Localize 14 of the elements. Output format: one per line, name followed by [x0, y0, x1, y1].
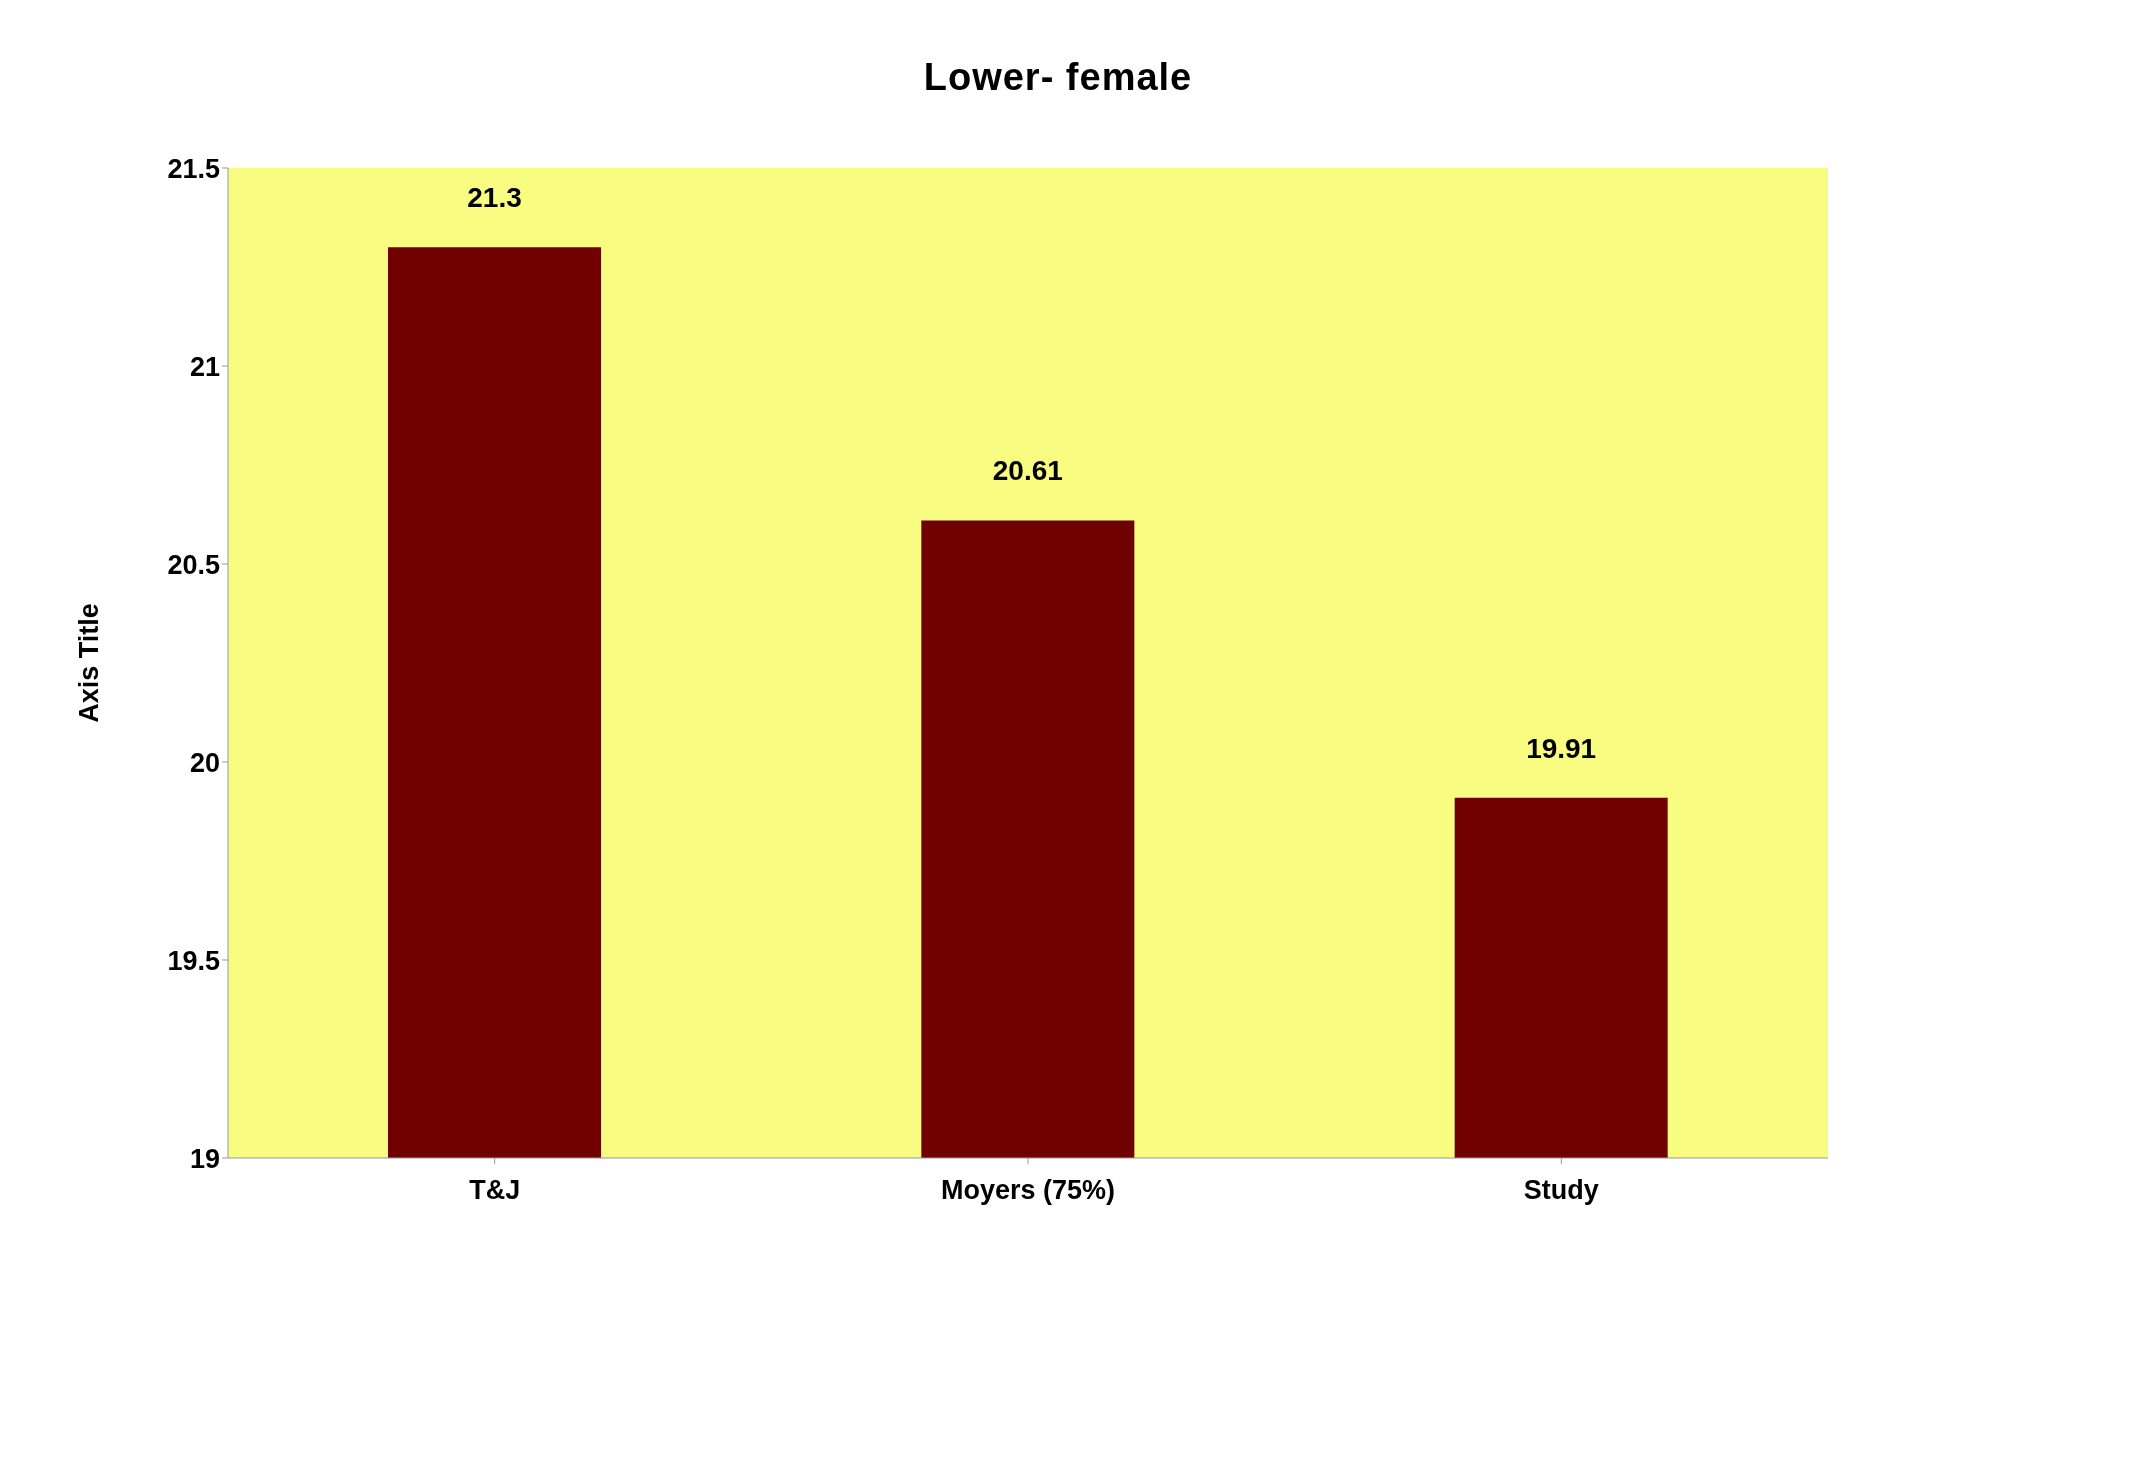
y-tick-label: 20.5	[167, 549, 220, 580]
chart-title: Lower- female	[922, 56, 1194, 99]
data-label: 20.61	[992, 455, 1063, 487]
x-tick-label: Study	[1523, 1175, 1599, 1206]
y-tick-label: 21.5	[167, 153, 220, 184]
y-tick-label: 19	[189, 1143, 220, 1174]
data-label: 19.91	[1526, 732, 1597, 764]
y-tick-label: 19.5	[167, 945, 220, 976]
x-tick-label: T&J	[469, 1175, 521, 1206]
x-tick-label: Moyers (75%)	[940, 1175, 1116, 1206]
y-axis-title: Axis Title	[73, 603, 104, 723]
y-tick-label: 20	[189, 747, 220, 778]
y-tick-label: 21	[189, 351, 220, 382]
data-label: 21.3	[467, 182, 522, 214]
